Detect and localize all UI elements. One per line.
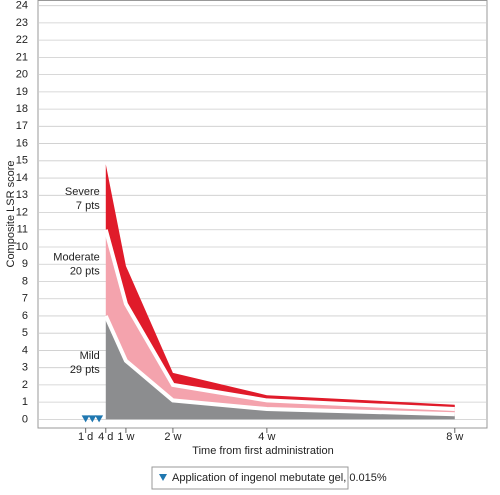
area [105, 315, 455, 420]
y-tick-label: 2 [22, 379, 28, 391]
y-tick-label: 10 [16, 241, 28, 253]
series-label: Mild [80, 350, 100, 362]
legend-text: Application of ingenol mebutate gel, 0.0… [172, 472, 387, 484]
y-tick-label: 21 [16, 51, 28, 63]
y-tick-label: 15 [16, 155, 28, 167]
series-patients: 20 pts [70, 266, 100, 278]
x-tick-label: 1 d [78, 431, 93, 443]
y-tick-label: 23 [16, 17, 28, 29]
application-marker [95, 415, 104, 423]
y-tick-label: 0 [22, 413, 28, 425]
y-tick-label: 1 [22, 396, 28, 408]
y-tick-label: 8 [22, 275, 28, 287]
area-separator [103, 229, 455, 412]
y-tick-label: 5 [22, 327, 28, 339]
application-marker [88, 415, 97, 423]
y-tick-label: 9 [22, 258, 28, 270]
y-tick-label: 12 [16, 206, 28, 218]
plot-frame [37, 0, 488, 429]
y-tick-label: 22 [16, 34, 28, 46]
y-tick-label: 4 [22, 344, 28, 356]
y-tick-label: 20 [16, 69, 28, 81]
y-tick-label: 18 [16, 103, 28, 115]
x-tick-label: 4 d [98, 431, 113, 443]
y-tick-label: 24 [16, 0, 28, 12]
y-tick-label: 16 [16, 137, 28, 149]
y-tick-label: 11 [17, 224, 28, 236]
x-tick-label: 8 w [446, 431, 463, 443]
legend-marker [159, 474, 167, 481]
y-tick-label: 17 [16, 120, 28, 132]
y-tick-label: 6 [22, 310, 28, 322]
y-tick-label: 14 [16, 172, 28, 184]
y-axis-label: Composite LSR score [5, 161, 17, 268]
x-tick-label: 1 w [117, 431, 134, 443]
application-marker [81, 415, 90, 423]
legend-box [151, 466, 349, 490]
series-patients: 29 pts [70, 364, 100, 376]
area-separator [103, 315, 455, 417]
series-label: Moderate [53, 252, 99, 264]
x-tick-label: 2 w [164, 431, 181, 443]
series-label: Severe [65, 186, 100, 198]
series-patients: 7 pts [76, 200, 100, 212]
y-tick-label: 13 [16, 189, 28, 201]
x-tick-label: 4 w [258, 431, 275, 443]
y-tick-label: 3 [22, 362, 28, 374]
x-axis-label: Time from first administration [192, 445, 333, 457]
y-tick-label: 19 [16, 86, 28, 98]
y-tick-label: 7 [22, 293, 28, 305]
